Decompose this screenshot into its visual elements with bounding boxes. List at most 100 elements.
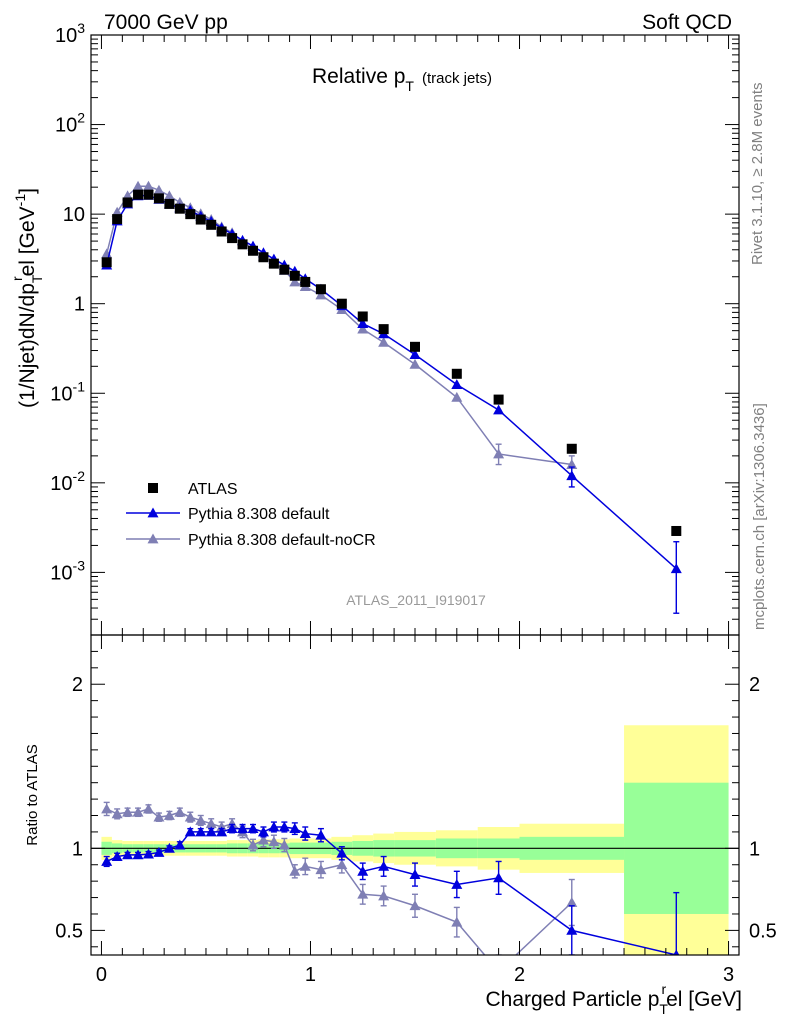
- nocr-ratio-point: [153, 811, 165, 822]
- atlas-point: [258, 252, 269, 263]
- default-ratio-point: [268, 821, 280, 832]
- atlas-point: [227, 233, 238, 244]
- default-ratio-point: [174, 839, 186, 850]
- x-tick-label: 3: [723, 964, 734, 986]
- atlas-point: [133, 189, 144, 200]
- atlas-point: [216, 226, 227, 237]
- default-ratio-point: [111, 851, 123, 861]
- nocr-point: [451, 391, 463, 402]
- rivet-version-label: Rivet 3.1.10, ≥ 2.8M events: [749, 83, 766, 266]
- default-ratio-point: [357, 865, 369, 876]
- default-ratio-point: [122, 849, 134, 860]
- nocr-ratio-point: [184, 811, 196, 822]
- nocr-ratio-point: [357, 888, 369, 899]
- x-tick-label: 0: [96, 964, 107, 986]
- y-tick-label: 10-1: [50, 378, 85, 405]
- nocr-ratio-point: [101, 803, 113, 814]
- x-axis-label: Charged Particle pTrel [GeV]: [485, 981, 742, 1017]
- y-tick-label: 103: [55, 20, 85, 47]
- legend-label: Pythia 8.308 default-noCR: [188, 532, 376, 549]
- atlas-point: [451, 368, 462, 379]
- ratio-axes: 0.5 0.5 1 1 2 2 0 1 2 3: [55, 635, 777, 986]
- default-ratio-point: [451, 878, 463, 889]
- nocr-point: [153, 184, 165, 195]
- ratio-y-axis-label: Ratio to ATLAS: [24, 744, 41, 845]
- nocr-ratio-point: [205, 818, 217, 829]
- atlas-point: [112, 214, 123, 225]
- atlas-point: [195, 214, 206, 225]
- nocr-point: [142, 180, 154, 191]
- nocr-point: [357, 323, 369, 334]
- atlas-point: [185, 209, 196, 220]
- atlas-point: [143, 189, 154, 200]
- default-ratio-point: [315, 829, 327, 840]
- ratio-y-tick-label-right: 2: [749, 674, 760, 696]
- atlas-point: [300, 276, 311, 287]
- default-ratio-point: [299, 828, 311, 838]
- nocr-point: [132, 180, 144, 191]
- atlas-point: [101, 257, 112, 268]
- legend-marker: [147, 507, 159, 518]
- y-tick-label: 10-3: [50, 557, 85, 584]
- nocr-point: [163, 190, 175, 201]
- atlas-point: [315, 284, 326, 295]
- nocr-ratio-point: [195, 814, 207, 825]
- analysis-watermark: ATLAS_2011_I919017: [346, 592, 486, 608]
- default-ratio-point: [247, 823, 259, 834]
- legend-label: ATLAS: [188, 481, 238, 498]
- nocr-ratio-point: [122, 806, 134, 817]
- nocr-ratio-point: [132, 806, 144, 817]
- ratio-y-tick-label: 2: [72, 674, 83, 696]
- default-ratio-point: [205, 826, 217, 837]
- nocr-point: [378, 336, 390, 347]
- nocr-ratio-point: [163, 810, 175, 820]
- default-ratio-point: [673, 949, 680, 955]
- ratio-y-tick-label-right: 0.5: [749, 920, 777, 942]
- nocr-ratio-point: [493, 966, 504, 976]
- legend-label: Pythia 8.308 default: [188, 506, 330, 523]
- nocr-ratio-point: [299, 860, 311, 871]
- ratio-y-tick-label: 0.5: [55, 920, 83, 942]
- atlas-point: [122, 197, 133, 208]
- atlas-point: [289, 270, 300, 281]
- atlas-point: [566, 443, 577, 454]
- atlas-point: [357, 311, 368, 322]
- legend-marker-atlas: [148, 483, 158, 493]
- nocr-ratio-point: [142, 803, 154, 814]
- nocr-ratio-point: [336, 859, 348, 870]
- nocr-ratio-point: [247, 839, 259, 850]
- default-point: [451, 379, 463, 389]
- default-ratio-point: [566, 924, 578, 935]
- default-point: [670, 563, 682, 574]
- nocr-ratio-point: [174, 806, 186, 817]
- default-point: [409, 349, 421, 360]
- y-tick-label: 102: [55, 110, 85, 137]
- x-tick-label: 1: [305, 964, 316, 986]
- default-point: [357, 318, 369, 328]
- atlas-point: [378, 324, 389, 335]
- atlas-point: [153, 193, 164, 204]
- ratio-y-tick-label: 1: [72, 838, 83, 860]
- nocr-point: [289, 276, 301, 287]
- nocr-point: [409, 358, 421, 369]
- nocr-ratio-point: [268, 836, 280, 847]
- ratio-y-tick-label-right: 1: [749, 838, 760, 860]
- header-right: Soft QCD: [642, 11, 732, 34]
- nocr-ratio-point: [111, 808, 123, 819]
- nocr-point: [493, 448, 505, 459]
- default-ratio-point: [195, 826, 207, 837]
- atlas-point: [336, 298, 347, 309]
- nocr-ratio-point: [566, 896, 578, 907]
- nocr-ratio-point: [278, 839, 290, 850]
- nocr-ratio-point: [378, 890, 390, 901]
- nocr-ratio-point: [289, 865, 301, 876]
- main-axes: 10-3 10-2 10-1 1 10 102 103: [50, 20, 739, 636]
- default-ratio-point: [278, 821, 290, 832]
- atlas-point: [174, 203, 185, 214]
- nocr-ratio-point: [315, 864, 327, 875]
- default-ratio-point: [257, 826, 269, 837]
- atlas-point: [279, 264, 290, 275]
- atlas-point: [164, 198, 175, 209]
- default-ratio-point: [336, 847, 348, 858]
- y-tick-label: 1: [74, 294, 85, 316]
